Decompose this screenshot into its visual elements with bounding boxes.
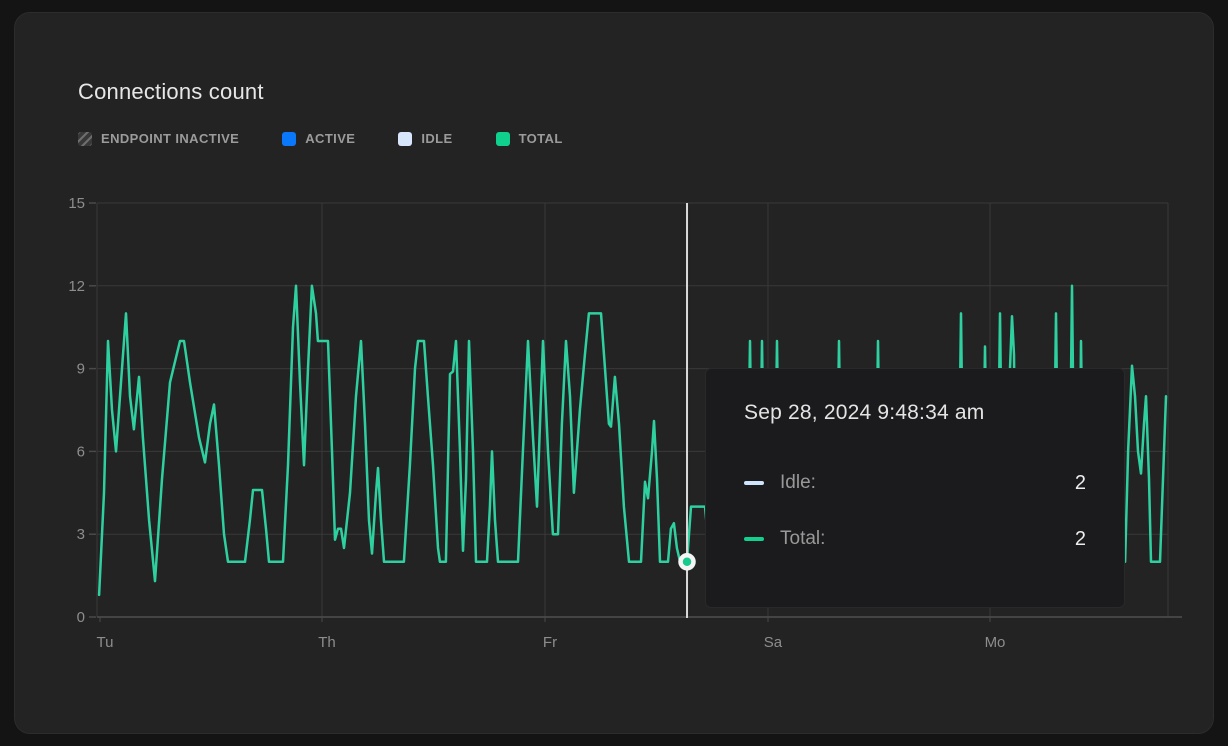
endpoint-inactive-swatch-icon: [78, 131, 92, 146]
idle-series-dash-icon: [744, 481, 764, 485]
chart-tooltip: Sep 28, 2024 9:48:34 am Idle: 2 Total: 2: [705, 368, 1125, 608]
tooltip-value: 2: [1074, 527, 1086, 550]
y-tick-label: 6: [77, 443, 85, 460]
legend-item-total[interactable]: TOTAL: [495, 131, 563, 146]
tooltip-row-idle: Idle: 2: [744, 469, 1086, 497]
x-tick-label: Fr: [543, 634, 557, 651]
legend-label: ACTIVE: [305, 131, 356, 146]
y-tick-label: 3: [77, 526, 85, 543]
legend-item-endpoint-inactive[interactable]: ENDPOINT INACTIVE: [78, 131, 239, 146]
x-tick-label: Sa: [764, 634, 783, 651]
legend-label: IDLE: [421, 131, 453, 146]
x-tick-label: Mo: [985, 634, 1006, 651]
active-swatch-icon: [282, 131, 297, 146]
idle-swatch-icon: [398, 131, 413, 146]
x-tick-label: Tu: [97, 634, 114, 651]
cursor-marker: [678, 553, 696, 571]
chart-legend: ENDPOINT INACTIVE ACTIVE IDLE TOTAL: [78, 131, 563, 146]
legend-item-idle[interactable]: IDLE: [398, 131, 452, 146]
legend-item-active[interactable]: ACTIVE: [282, 131, 355, 146]
y-tick-label: 9: [77, 361, 85, 378]
tooltip-value: 2: [1074, 471, 1086, 494]
tooltip-row-total: Total: 2: [744, 525, 1086, 553]
y-tick-label: 12: [68, 278, 85, 295]
y-tick-label: 15: [68, 195, 85, 212]
total-series-dash-icon: [744, 537, 764, 541]
page-title: Connections count: [78, 79, 264, 104]
tooltip-label: Idle:: [780, 472, 816, 493]
x-tick-label: Th: [318, 634, 336, 651]
legend-label: TOTAL: [518, 131, 563, 146]
tooltip-timestamp: Sep 28, 2024 9:48:34 am: [744, 401, 985, 424]
total-swatch-icon: [495, 131, 510, 146]
y-tick-label: 0: [77, 609, 85, 626]
legend-label: ENDPOINT INACTIVE: [101, 131, 240, 146]
tooltip-label: Total:: [780, 528, 826, 549]
